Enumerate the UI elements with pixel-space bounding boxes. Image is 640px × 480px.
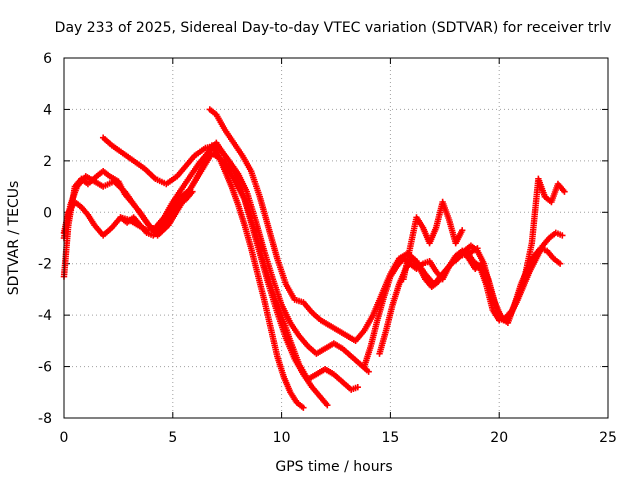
grid xyxy=(64,58,608,418)
x-axis-label: GPS time / hours xyxy=(275,459,392,475)
data-point xyxy=(324,401,331,409)
series-pass-7 xyxy=(376,229,566,357)
series-pass-9 xyxy=(463,175,568,324)
y-tick-label: -8 xyxy=(38,411,52,427)
series-pass-8 xyxy=(400,198,466,283)
data-point xyxy=(365,368,372,375)
x-tick-label: 5 xyxy=(168,430,177,446)
y-tick-label: 4 xyxy=(43,102,52,118)
series-pass-3 xyxy=(60,139,331,409)
series-pass-4 xyxy=(99,134,372,375)
data-point xyxy=(559,232,566,239)
y-tick-label: -4 xyxy=(38,308,52,324)
y-tick-label: 2 xyxy=(43,154,52,170)
data-point xyxy=(556,260,564,267)
data-point xyxy=(354,383,361,391)
data-series xyxy=(60,106,568,411)
data-point xyxy=(561,188,568,195)
data-point xyxy=(189,188,196,195)
x-tick-label: 0 xyxy=(60,430,69,446)
y-tick-label: -6 xyxy=(38,360,52,376)
y-axis-label: SDTVAR / TECUs xyxy=(6,181,22,296)
y-tick-label: 6 xyxy=(43,51,52,67)
data-point xyxy=(300,404,307,411)
chart-title: Day 233 of 2025, Sidereal Day-to-day VTE… xyxy=(55,20,612,36)
x-tick-label: 10 xyxy=(273,430,291,446)
y-tick-label: 0 xyxy=(43,205,52,221)
x-tick-label: 25 xyxy=(599,430,617,446)
y-tick-label: -2 xyxy=(38,257,52,273)
series-pass-5 xyxy=(206,106,481,345)
series-pass-10 xyxy=(117,188,196,239)
x-tick-label: 15 xyxy=(381,430,399,446)
data-point xyxy=(459,227,466,234)
plot-frame xyxy=(63,57,609,419)
x-tick-label: 20 xyxy=(490,430,508,446)
